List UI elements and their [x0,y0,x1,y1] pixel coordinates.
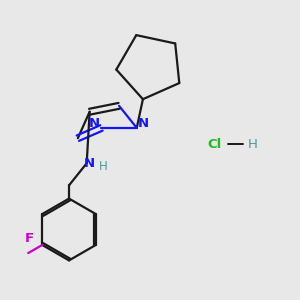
Text: H: H [98,160,107,173]
Text: Cl: Cl [208,138,222,151]
Text: N: N [84,157,95,170]
Text: N: N [138,117,149,130]
Text: H: H [248,138,258,151]
Text: F: F [25,232,34,245]
Text: N: N [88,117,100,130]
